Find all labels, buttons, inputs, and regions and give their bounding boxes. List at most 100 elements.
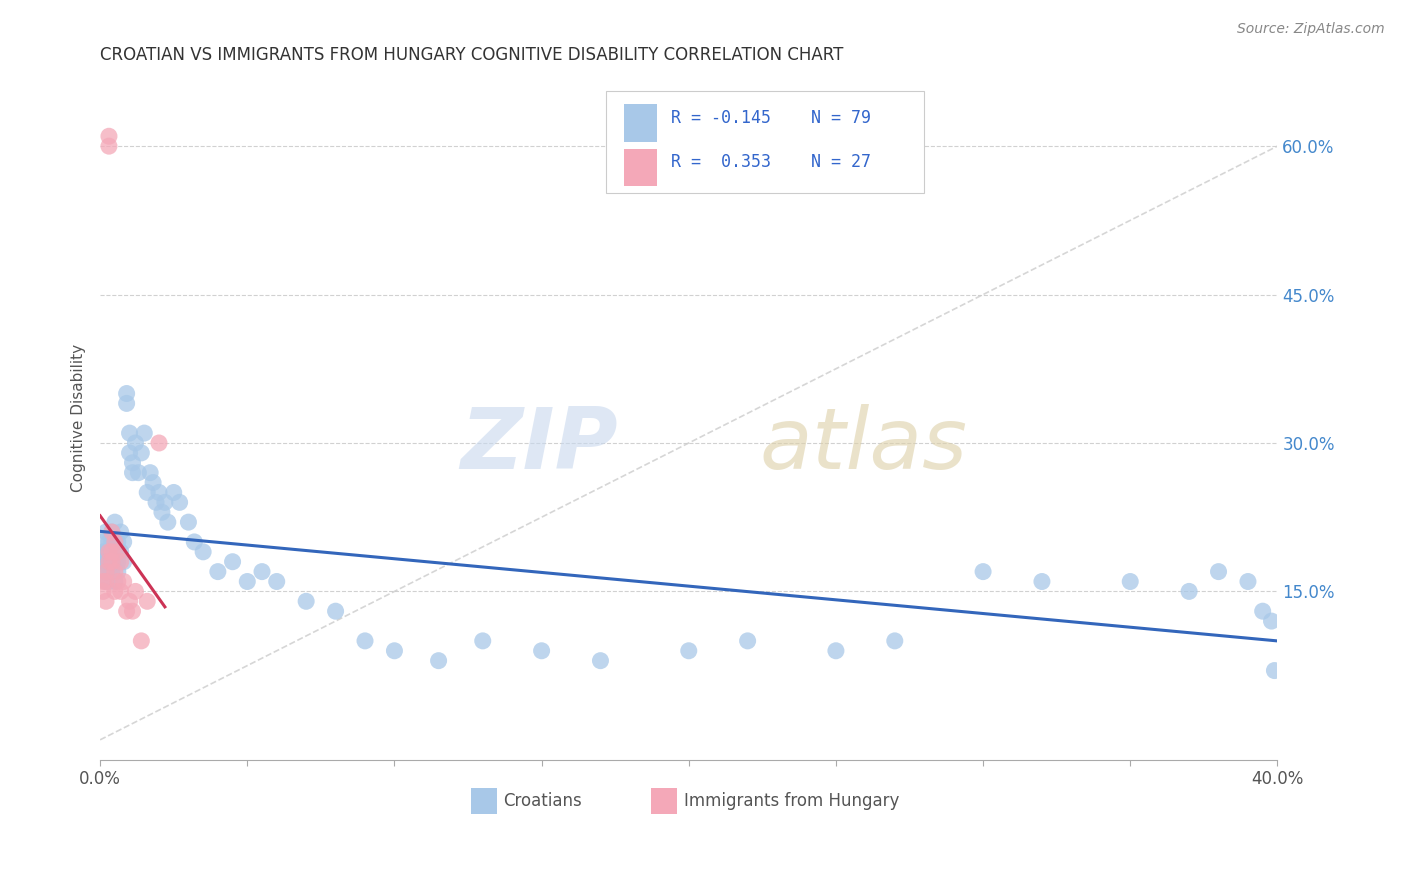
Point	[121, 466, 143, 480]
Point	[97, 545, 120, 559]
Point	[104, 515, 127, 529]
Point	[91, 545, 114, 559]
Text: R =  0.353    N = 27: R = 0.353 N = 27	[671, 153, 872, 171]
Point	[121, 604, 143, 618]
Point	[118, 426, 141, 441]
Text: Source: ZipAtlas.com: Source: ZipAtlas.com	[1237, 22, 1385, 37]
Point	[97, 545, 120, 559]
Point	[115, 396, 138, 410]
Point	[91, 535, 114, 549]
Point	[97, 555, 120, 569]
Point	[107, 545, 129, 559]
Point	[131, 633, 153, 648]
Point	[101, 565, 124, 579]
Point	[153, 495, 176, 509]
Point	[136, 594, 159, 608]
Point	[136, 485, 159, 500]
Point	[94, 574, 117, 589]
Text: ZIP: ZIP	[461, 404, 619, 487]
Bar	[651, 789, 678, 814]
Point	[207, 565, 229, 579]
Point	[134, 426, 156, 441]
Point	[354, 633, 377, 648]
Point	[112, 555, 135, 569]
Point	[191, 545, 214, 559]
Point	[124, 436, 146, 450]
Point	[94, 555, 117, 569]
Point	[678, 644, 700, 658]
Point	[471, 633, 494, 648]
Point	[250, 565, 273, 579]
Point	[1119, 574, 1142, 589]
Point	[972, 565, 994, 579]
Point	[91, 574, 114, 589]
Point	[104, 565, 127, 579]
Point	[112, 574, 135, 589]
Point	[94, 545, 117, 559]
Point	[266, 574, 288, 589]
Point	[115, 386, 138, 401]
Point	[139, 466, 162, 480]
Point	[101, 545, 124, 559]
Point	[97, 535, 120, 549]
Point	[163, 485, 186, 500]
Point	[97, 574, 120, 589]
Point	[148, 485, 170, 500]
Point	[94, 574, 117, 589]
Point	[107, 545, 129, 559]
Point	[97, 555, 120, 569]
Point	[101, 535, 124, 549]
Point	[101, 555, 124, 569]
Point	[107, 535, 129, 549]
Point	[1031, 574, 1053, 589]
Point	[94, 565, 117, 579]
Point	[107, 574, 129, 589]
Point	[104, 535, 127, 549]
Point	[104, 535, 127, 549]
Point	[124, 584, 146, 599]
Point	[236, 574, 259, 589]
Point	[104, 555, 127, 569]
Point	[145, 495, 167, 509]
Point	[384, 644, 406, 658]
Point	[101, 555, 124, 569]
Point	[94, 565, 117, 579]
Point	[97, 565, 120, 579]
Point	[427, 654, 450, 668]
Point	[169, 495, 191, 509]
Point	[101, 524, 124, 539]
Bar	[624, 104, 657, 142]
Bar	[471, 789, 496, 814]
Point	[825, 644, 848, 658]
Point	[530, 644, 553, 658]
Point	[112, 535, 135, 549]
Point	[177, 515, 200, 529]
Point	[97, 129, 120, 144]
Point	[91, 584, 114, 599]
Point	[295, 594, 318, 608]
Point	[127, 466, 149, 480]
Point	[1208, 565, 1230, 579]
Point	[110, 545, 132, 559]
Point	[118, 594, 141, 608]
Point	[91, 555, 114, 569]
Point	[325, 604, 347, 618]
Point	[110, 584, 132, 599]
Text: Croatians: Croatians	[503, 792, 582, 810]
Point	[1237, 574, 1260, 589]
Point	[118, 446, 141, 460]
Point	[131, 446, 153, 460]
Point	[1178, 584, 1201, 599]
Point	[110, 555, 132, 569]
Text: CROATIAN VS IMMIGRANTS FROM HUNGARY COGNITIVE DISABILITY CORRELATION CHART: CROATIAN VS IMMIGRANTS FROM HUNGARY COGN…	[100, 46, 844, 64]
Point	[148, 436, 170, 450]
Point	[1263, 664, 1285, 678]
Y-axis label: Cognitive Disability: Cognitive Disability	[72, 344, 86, 492]
Point	[150, 505, 173, 519]
Point	[221, 555, 243, 569]
FancyBboxPatch shape	[606, 91, 924, 193]
Bar	[624, 149, 657, 186]
Point	[1251, 604, 1274, 618]
Text: R = -0.145    N = 79: R = -0.145 N = 79	[671, 109, 872, 127]
Text: Immigrants from Hungary: Immigrants from Hungary	[685, 792, 900, 810]
